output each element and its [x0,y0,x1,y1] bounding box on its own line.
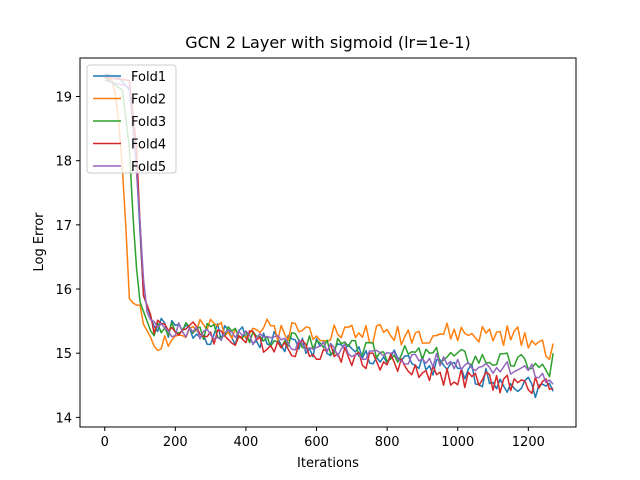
chart-title: GCN 2 Layer with sigmoid (lr=1e-1) [185,33,471,52]
y-axis-label: Log Error [32,212,47,272]
y-tick-label: 17 [55,219,72,234]
legend-label: Fold4 [131,138,166,153]
x-tick-label: 1200 [512,435,545,450]
x-tick-label: 600 [304,435,329,450]
legend-label: Fold5 [131,160,166,175]
series-group [104,73,554,399]
y-tick-label: 16 [55,283,72,298]
x-tick-label: 400 [234,435,259,450]
x-tick-label: 1000 [441,435,474,450]
legend-box [86,64,177,174]
plot-frame [79,57,577,428]
y-tick-label: 14 [55,411,72,426]
y-tick-label: 15 [55,347,72,362]
x-axis: 0 200 400 600 800 1000 1200 [101,427,545,450]
x-tick-label: 800 [375,435,400,450]
series-line-fold5 [104,79,554,385]
legend: Fold1 Fold2 Fold3 Fold4 Fold5 [86,64,177,175]
legend-label: Fold2 [131,93,166,108]
x-axis-label: Iterations [297,456,359,471]
y-axis: 14 15 16 17 18 19 [55,91,80,426]
x-tick-label: 200 [163,435,188,450]
legend-label: Fold1 [131,70,166,85]
y-tick-label: 19 [55,91,72,106]
legend-label: Fold3 [131,115,166,130]
y-tick-label: 18 [55,155,72,170]
x-tick-label: 0 [101,435,109,450]
